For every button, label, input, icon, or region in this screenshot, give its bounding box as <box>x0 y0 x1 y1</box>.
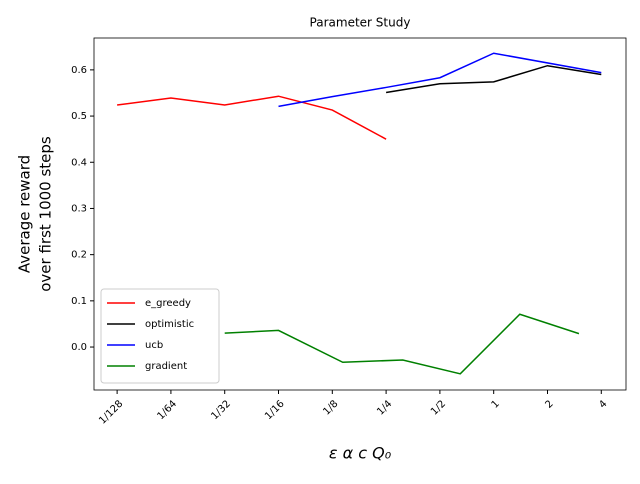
y-axis-label: Average reward <box>16 155 34 273</box>
chart-title: Parameter Study <box>310 16 411 30</box>
y-tick-label: 0.4 <box>71 157 87 168</box>
legend-label: ucb <box>145 340 163 351</box>
legend-label: optimistic <box>145 319 194 330</box>
y-tick-label: 0.5 <box>71 111 87 122</box>
legend-label: e_greedy <box>145 298 191 309</box>
y-tick-label: 0.6 <box>71 65 87 76</box>
line <box>224 313 580 375</box>
line <box>278 52 602 108</box>
y-tick-label: 0.2 <box>71 250 87 261</box>
x-axis-label: ε α c Q₀ <box>329 444 392 463</box>
legend-label: gradient <box>145 361 187 372</box>
y-axis-label: over first 1000 steps <box>37 136 55 292</box>
legend-box <box>100 288 220 384</box>
y-tick-label: 0.3 <box>71 203 87 214</box>
y-tick-label: 0.1 <box>71 296 87 307</box>
line <box>385 64 602 94</box>
y-tick-label: 0.0 <box>71 342 87 353</box>
plot-frame <box>93 37 627 391</box>
line <box>117 95 387 140</box>
